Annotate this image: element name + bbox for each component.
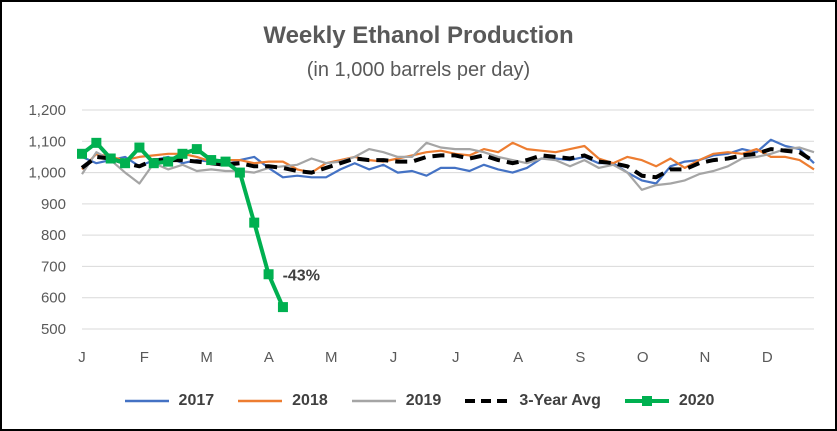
series-marker-2020 (191, 144, 202, 155)
y-tick-label: 1,000 (28, 165, 66, 182)
x-tick-label: A (513, 349, 523, 366)
series-marker-2020 (263, 269, 274, 280)
legend-item: 3-Year Avg (463, 392, 601, 410)
legend-swatch (624, 396, 669, 406)
legend-swatch (465, 399, 510, 403)
series-marker-2020 (234, 167, 245, 178)
series-marker-2020 (249, 217, 260, 228)
legend-label: 2019 (405, 392, 442, 409)
y-tick-label: 1,100 (28, 133, 66, 150)
series-markers (77, 137, 288, 313)
legend-item: 2017 (123, 392, 215, 410)
series-line-2019 (81, 141, 815, 191)
series-marker-2020 (277, 302, 288, 313)
series-marker-2020 (77, 148, 87, 159)
legend-swatch (124, 399, 169, 403)
series-marker-2020 (120, 158, 131, 169)
legend-label: 3-Year Avg (519, 392, 601, 409)
x-tick-label: J (452, 349, 460, 366)
legend-swatch (351, 399, 396, 403)
series-marker-2020 (206, 155, 217, 166)
legend-item: 2020 (623, 392, 715, 410)
series-marker-2020 (134, 142, 145, 153)
legend-item: 2018 (236, 392, 328, 410)
chart-title: Weekly Ethanol Production (263, 22, 574, 49)
y-axis-tick-labels: 500 600 700 800 900 1,000 1,100 1,200 (28, 102, 66, 338)
y-tick-label: 900 (41, 196, 66, 213)
x-tick-label: O (637, 349, 649, 366)
series-marker-2020 (91, 137, 102, 148)
series-line-2017 (81, 138, 815, 185)
x-tick-label: M (325, 349, 338, 366)
series-lines (80, 138, 816, 308)
legend-label: 2018 (292, 392, 328, 409)
y-tick-label: 600 (41, 290, 66, 307)
x-tick-label: A (264, 349, 274, 366)
y-tick-label: 500 (41, 321, 66, 338)
series-marker-2020 (220, 156, 231, 167)
series-marker-2020 (177, 148, 188, 159)
x-tick-label: N (700, 349, 711, 366)
annotation-label: -43% (283, 267, 320, 284)
series-marker-2020 (163, 156, 174, 167)
x-tick-label: J (78, 349, 86, 366)
legend: 2017 2018 2019 3-Year Avg 2020 (2, 388, 835, 414)
series-marker-2020 (148, 158, 159, 169)
x-tick-label: J (390, 349, 398, 366)
y-tick-label: 800 (41, 227, 66, 244)
series-marker-2020 (105, 153, 116, 164)
x-tick-label: D (762, 349, 773, 366)
y-tick-label: 700 (41, 258, 66, 275)
legend-swatch (238, 399, 283, 403)
series-line-3-year-avg (80, 147, 816, 180)
series-line-2018 (81, 141, 815, 174)
y-tick-label: 1,200 (28, 102, 66, 119)
x-tick-label: S (575, 349, 585, 366)
legend-label: 2017 (178, 392, 215, 409)
x-tick-label: F (140, 349, 149, 366)
chart-subtitle: (in 1,000 barrels per day) (306, 59, 531, 81)
legend-item: 2019 (350, 392, 442, 410)
x-tick-label: M (200, 349, 213, 366)
legend-label: 2020 (678, 392, 715, 409)
gridlines (82, 109, 814, 330)
